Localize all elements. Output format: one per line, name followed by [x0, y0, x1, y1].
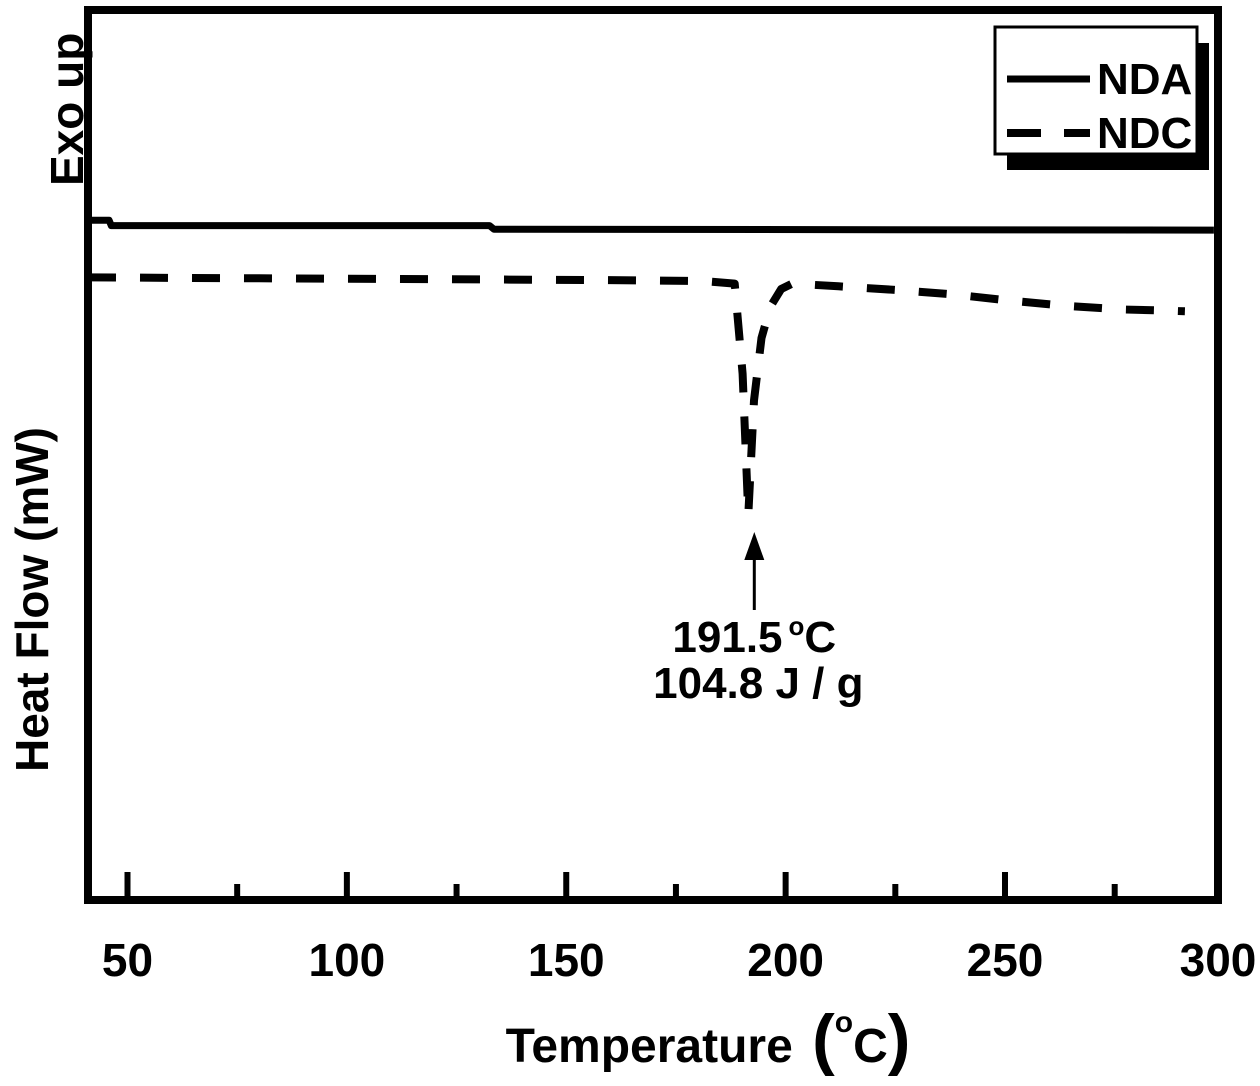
- x-tick-label-300: 300: [1180, 934, 1257, 986]
- plot-frame: [84, 6, 1222, 904]
- x-tick-label-200: 200: [747, 934, 824, 986]
- series-lines: [87, 216, 1214, 519]
- x-axis-ticks: [124, 872, 1118, 896]
- x-axis-title: Temperature (oC): [506, 1001, 911, 1077]
- legend: NDA NDC: [993, 25, 1209, 170]
- peak-annotation: 191.5 oC 104.8 J / g: [653, 532, 863, 708]
- peak-arrow-head: [744, 532, 765, 560]
- degree-symbol: o: [789, 611, 805, 641]
- paren-close: ): [888, 1001, 911, 1077]
- exo-up-label: Exo up: [41, 33, 93, 186]
- x-tick-label-100: 100: [308, 934, 385, 986]
- x-axis-title-text: Temperature: [506, 1020, 807, 1073]
- peak-temperature-label: 191.5 oC: [672, 611, 836, 662]
- x-tick-label-250: 250: [967, 934, 1044, 986]
- series-line-ndc: [87, 273, 1186, 519]
- temperature-unit: C: [804, 613, 836, 662]
- paren-open: (: [812, 1001, 835, 1077]
- x-tick-label-150: 150: [528, 934, 605, 986]
- x-axis-unit: C: [853, 1020, 888, 1073]
- peak-enthalpy-label: 104.8 J / g: [653, 659, 863, 708]
- x-axis-degree-symbol: o: [835, 1006, 853, 1039]
- legend-nda-label: NDA: [1097, 55, 1192, 104]
- legend-ndc-label: NDC: [1097, 109, 1192, 158]
- x-axis-tick-labels: 50 100 150 200 250 300: [102, 934, 1256, 986]
- y-axis-title: Heat Flow (mW): [6, 427, 58, 772]
- x-tick-label-50: 50: [102, 934, 153, 986]
- peak-temperature-value: 191.5: [672, 613, 782, 662]
- series-line-nda: [88, 216, 1214, 234]
